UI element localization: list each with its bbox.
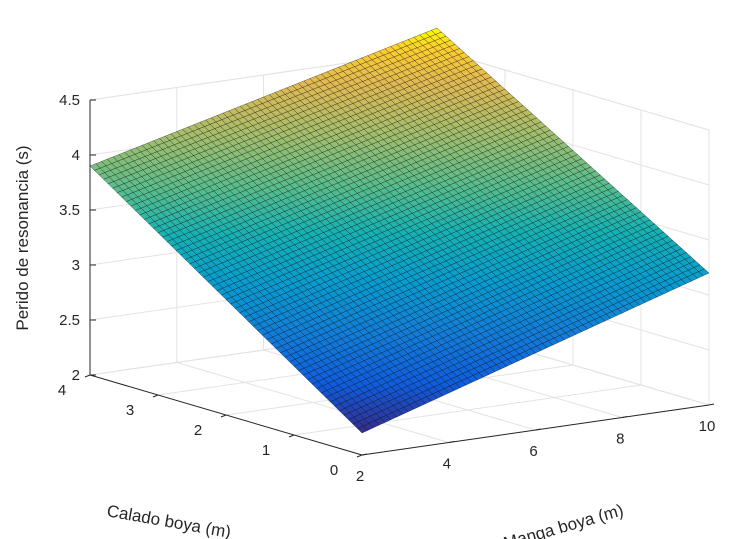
y-tick-mark <box>152 394 159 398</box>
z-axis-label: Perido de resonancia (s) <box>13 145 32 330</box>
x-tick-mark <box>535 428 541 431</box>
y-axis-label: Calado boya (m) <box>105 501 232 539</box>
z-tick-label: 4 <box>72 147 80 164</box>
x-tick-label: 6 <box>529 443 537 460</box>
y-tick-label: 3 <box>126 402 134 419</box>
surface <box>89 27 710 434</box>
x-tick-mark <box>448 441 454 443</box>
y-tick-label: 0 <box>330 462 338 479</box>
x-tick-mark <box>708 403 715 406</box>
z-tick-label: 2.5 <box>59 312 80 329</box>
x-tick-mark <box>361 453 368 456</box>
y-tick-label: 1 <box>262 442 270 459</box>
y-tick-mark <box>356 454 363 458</box>
z-tick-label: 4.5 <box>59 92 80 109</box>
x-tick-label: 10 <box>699 418 716 435</box>
grid-line-y-floor <box>293 384 642 436</box>
z-tick-label: 3 <box>72 257 80 274</box>
back-edge <box>436 49 710 131</box>
y-tick-mark <box>84 374 91 378</box>
z-tick-label: 3.5 <box>59 202 80 219</box>
y-tick-mark <box>288 434 295 438</box>
z-tick-label: 2 <box>72 367 80 384</box>
x-tick-label: 2 <box>356 468 364 485</box>
x-tick-mark <box>622 416 628 418</box>
surface-patch <box>698 268 710 276</box>
x-axis-label: Manga boya (m) <box>501 501 625 539</box>
y-tick-label: 4 <box>58 382 66 399</box>
y-tick-label: 2 <box>194 422 202 439</box>
x-tick-label: 8 <box>616 431 624 448</box>
x-tick-label: 4 <box>443 456 451 473</box>
y-tick-mark <box>220 414 227 418</box>
